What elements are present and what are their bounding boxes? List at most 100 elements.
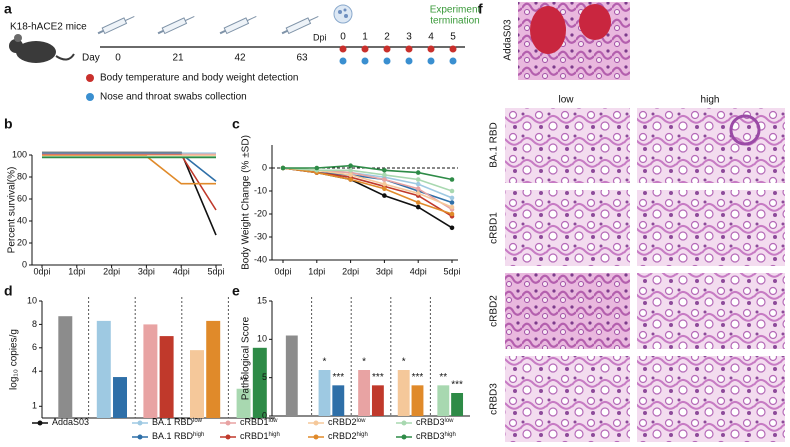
significance: *** xyxy=(372,372,384,383)
x-tick-label: 5dpi xyxy=(443,266,460,276)
panel-label: f xyxy=(478,1,483,17)
series-line xyxy=(283,164,453,181)
point xyxy=(382,181,387,187)
point xyxy=(415,181,421,187)
day: 21 xyxy=(172,53,184,64)
day: 42 xyxy=(234,53,246,64)
x-tick-label: 0dpi xyxy=(274,266,291,276)
point xyxy=(382,168,387,173)
legend-name: BA.1 RBD xyxy=(152,431,194,441)
histology-images xyxy=(505,2,785,442)
legend-marker xyxy=(313,434,319,440)
series-line xyxy=(42,154,217,211)
y-axis-label: Body Weight Change (% ±SD) xyxy=(241,135,252,270)
bar xyxy=(58,316,73,418)
syringe-body xyxy=(101,17,128,35)
x-tick-label: 4dpi xyxy=(410,266,427,276)
swab-dot xyxy=(405,57,413,65)
y-tick-label: 100 xyxy=(12,149,27,159)
mouse-label: K18-hACE2 mice xyxy=(10,22,87,33)
syringe-needle xyxy=(185,15,195,22)
bar xyxy=(285,335,298,416)
point xyxy=(348,168,353,173)
point xyxy=(415,204,421,210)
legend-name: cRBD2 xyxy=(328,431,357,441)
row-label: cRBD1 xyxy=(489,212,500,244)
legend-marker xyxy=(401,420,407,426)
x-tick-label: 3dpi xyxy=(138,266,155,276)
bar xyxy=(451,393,464,416)
point xyxy=(382,186,387,191)
x-tick-label: 2dpi xyxy=(103,266,120,276)
syringe-plunger xyxy=(219,29,226,35)
panel-label: d xyxy=(4,283,13,299)
swab-dot xyxy=(427,57,435,65)
bar xyxy=(96,320,111,418)
legend-name: cRBD3 xyxy=(416,431,445,441)
point xyxy=(382,193,387,198)
point xyxy=(348,172,353,178)
legend-entry: cRBD2low xyxy=(328,417,366,427)
legend-marker xyxy=(313,420,319,426)
point xyxy=(382,172,387,178)
dpi: 0 xyxy=(340,32,346,43)
legend-entry: cRBD1low xyxy=(240,417,278,427)
syringe-plunger xyxy=(157,29,164,35)
y-tick-label: 15 xyxy=(257,295,267,305)
x-tick-label: 2dpi xyxy=(342,266,359,276)
point xyxy=(449,225,455,231)
y-tick-label: 20 xyxy=(17,237,27,247)
legend-name: cRBD2 xyxy=(328,417,357,427)
termination: termination xyxy=(430,16,479,27)
significance: * xyxy=(362,357,366,368)
point xyxy=(280,165,286,171)
point xyxy=(382,177,387,182)
point xyxy=(415,170,421,175)
point xyxy=(449,188,455,194)
legend-name: AddaS03 xyxy=(52,417,89,427)
y-tick-label: 0 xyxy=(22,259,27,269)
panel-label: e xyxy=(232,283,240,299)
x-tick-label: 3dpi xyxy=(376,266,393,276)
y-axis-label: Pathological Score xyxy=(241,316,252,400)
swab-dot xyxy=(361,57,369,65)
y-tick-label: 0 xyxy=(262,410,267,420)
dpi: 5 xyxy=(450,32,456,43)
bar xyxy=(397,370,410,416)
y-tick-label: 8 xyxy=(32,319,37,329)
syringe-needle xyxy=(309,15,319,22)
bar xyxy=(113,377,127,418)
y-axis-label: Percent survival(%) xyxy=(7,167,18,254)
x-tick-label: 5dpi xyxy=(207,266,224,276)
bar xyxy=(358,370,371,416)
significance: ** xyxy=(240,375,248,386)
series-line xyxy=(282,167,453,192)
virus-icon xyxy=(333,4,353,24)
syringe-plunger xyxy=(281,29,288,35)
dpi: 2 xyxy=(384,32,390,43)
dpi-label: Dpi xyxy=(313,32,327,42)
bar xyxy=(318,370,331,416)
swab-dot xyxy=(339,57,347,65)
y-tick-label: 0 xyxy=(262,162,267,172)
legend-entry: cRBD1high xyxy=(240,431,280,441)
point xyxy=(449,177,455,182)
y-tick-label: -10 xyxy=(254,185,267,195)
legend-dot xyxy=(86,74,94,82)
swab-dot xyxy=(449,57,457,65)
legend-text: Nose and throat swabs collection xyxy=(100,92,247,103)
syringe-body xyxy=(223,17,250,35)
legend-entry: cRBD3low xyxy=(416,417,454,427)
legend-marker xyxy=(225,434,231,440)
bar xyxy=(371,385,384,416)
detection-dot xyxy=(449,45,457,53)
legend-sup: high xyxy=(269,432,280,438)
point xyxy=(449,195,455,201)
detection-dot xyxy=(339,45,347,53)
point xyxy=(449,204,455,210)
dpi: 4 xyxy=(428,32,434,43)
y-tick-label: 5 xyxy=(262,372,267,382)
legend-sup: low xyxy=(357,418,367,424)
y-tick-label: 4 xyxy=(32,366,37,376)
